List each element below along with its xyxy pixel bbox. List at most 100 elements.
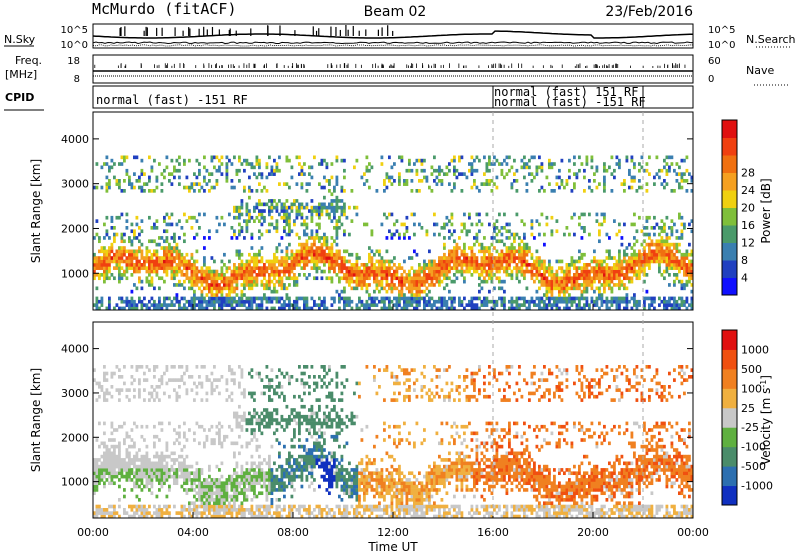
heatmap-cell: [108, 179, 111, 183]
heatmap-cell: [583, 226, 586, 230]
heatmap-cell: [535, 249, 539, 254]
heatmap-cell: [153, 441, 156, 446]
heatmap-cell: [578, 222, 581, 227]
heatmap-cell: [590, 283, 594, 287]
heatmap-cell: [140, 249, 144, 254]
heatmap-cell: [250, 215, 254, 220]
heatmap-cell: [173, 269, 176, 274]
heatmap-cell: [458, 259, 461, 264]
heatmap-cell: [148, 461, 151, 466]
heatmap-cell: [463, 276, 466, 281]
heatmap-cell: [208, 269, 211, 274]
heatmap-cell: [590, 165, 594, 170]
heatmap-cell: [268, 212, 271, 217]
heatmap-cell: [148, 474, 151, 479]
heatmap-cell: [603, 182, 606, 186]
heatmap-cell: [340, 296, 344, 301]
heatmap-cell: [338, 252, 341, 257]
heatmap-cell: [125, 256, 129, 260]
heatmap-cell: [240, 293, 244, 297]
heatmap-cell: [610, 269, 614, 274]
heatmap-cell: [113, 454, 116, 459]
heatmap-cell: [625, 246, 629, 250]
heatmap-cell: [675, 246, 679, 250]
heatmap-cell: [115, 454, 119, 459]
heatmap-cell: [613, 283, 616, 287]
heatmap-cell: [425, 266, 429, 270]
heatmap-cell: [515, 296, 519, 301]
heatmap-cell: [433, 212, 436, 217]
heatmap-cell: [283, 215, 286, 220]
heatmap-cell: [203, 269, 206, 274]
heatmap-cell: [320, 269, 324, 274]
heatmap-cell: [475, 239, 479, 244]
heatmap-cell: [488, 158, 491, 163]
heatmap-cell: [458, 172, 461, 176]
heatmap-cell: [545, 296, 549, 301]
heatmap-cell: [213, 498, 216, 502]
heatmap-cell: [163, 371, 166, 376]
heatmap-cell: [198, 484, 201, 489]
heatmap-cell: [145, 365, 149, 369]
heatmap-cell: [238, 158, 241, 163]
heatmap-cell: [258, 236, 261, 240]
heatmap-cell: [508, 246, 511, 250]
heatmap-cell: [105, 273, 109, 277]
heatmap-cell: [463, 212, 466, 217]
heatmap-cell: [508, 299, 511, 304]
heatmap-cell: [255, 215, 259, 220]
heatmap-cell: [625, 269, 629, 274]
heatmap-cell: [388, 273, 391, 277]
heatmap-cell: [170, 263, 174, 267]
heatmap-cell: [450, 279, 454, 284]
heatmap-cell: [483, 276, 486, 281]
heatmap-cell: [280, 259, 284, 264]
heatmap-cell: [218, 276, 221, 281]
heatmap-cell: [455, 259, 459, 264]
heatmap-cell: [400, 283, 404, 287]
heatmap-cell: [153, 269, 156, 274]
heatmap-cell: [315, 229, 319, 234]
heatmap-cell: [173, 283, 176, 287]
heatmap-cell: [568, 296, 571, 301]
heatmap-cell: [568, 263, 571, 267]
heatmap-cell: [335, 175, 339, 180]
heatmap-cell: [193, 293, 196, 297]
heatmap-cell: [665, 246, 669, 250]
heatmap-cell: [258, 172, 261, 176]
heatmap-cell: [655, 155, 659, 160]
heatmap-cell: [160, 246, 164, 250]
y-tick-label: 4000: [61, 133, 89, 146]
heatmap-cell: [255, 279, 259, 284]
heatmap-cell: [470, 303, 474, 307]
heatmap-cell: [520, 269, 524, 274]
heatmap-cell: [318, 162, 321, 166]
heatmap-cell: [685, 283, 689, 287]
heatmap-cell: [673, 273, 676, 277]
heatmap-cell: [388, 259, 391, 264]
heatmap-cell: [343, 299, 346, 304]
heatmap-cell: [160, 266, 164, 270]
heatmap-cell: [650, 256, 654, 260]
heatmap-cell: [235, 276, 239, 281]
heatmap-cell: [438, 269, 441, 274]
heatmap-cell: [358, 279, 361, 284]
heatmap-cell: [213, 514, 216, 519]
heatmap-cell: [585, 155, 589, 160]
heatmap-cell: [253, 299, 256, 304]
heatmap-cell: [408, 158, 411, 163]
heatmap-cell: [260, 175, 264, 180]
heatmap-cell: [653, 249, 656, 254]
heatmap-cell: [235, 464, 239, 469]
heatmap-cell: [108, 468, 111, 472]
heatmap-cell: [615, 266, 619, 270]
heatmap-cell: [258, 303, 261, 307]
heatmap-cell: [653, 256, 656, 260]
heatmap-cell: [235, 421, 239, 426]
heatmap-cell: [240, 212, 244, 217]
heatmap-cell: [365, 165, 369, 170]
heatmap-cell: [443, 222, 446, 227]
heatmap-cell: [210, 289, 214, 294]
heatmap-cell: [300, 165, 304, 170]
heatmap-cell: [245, 279, 249, 284]
